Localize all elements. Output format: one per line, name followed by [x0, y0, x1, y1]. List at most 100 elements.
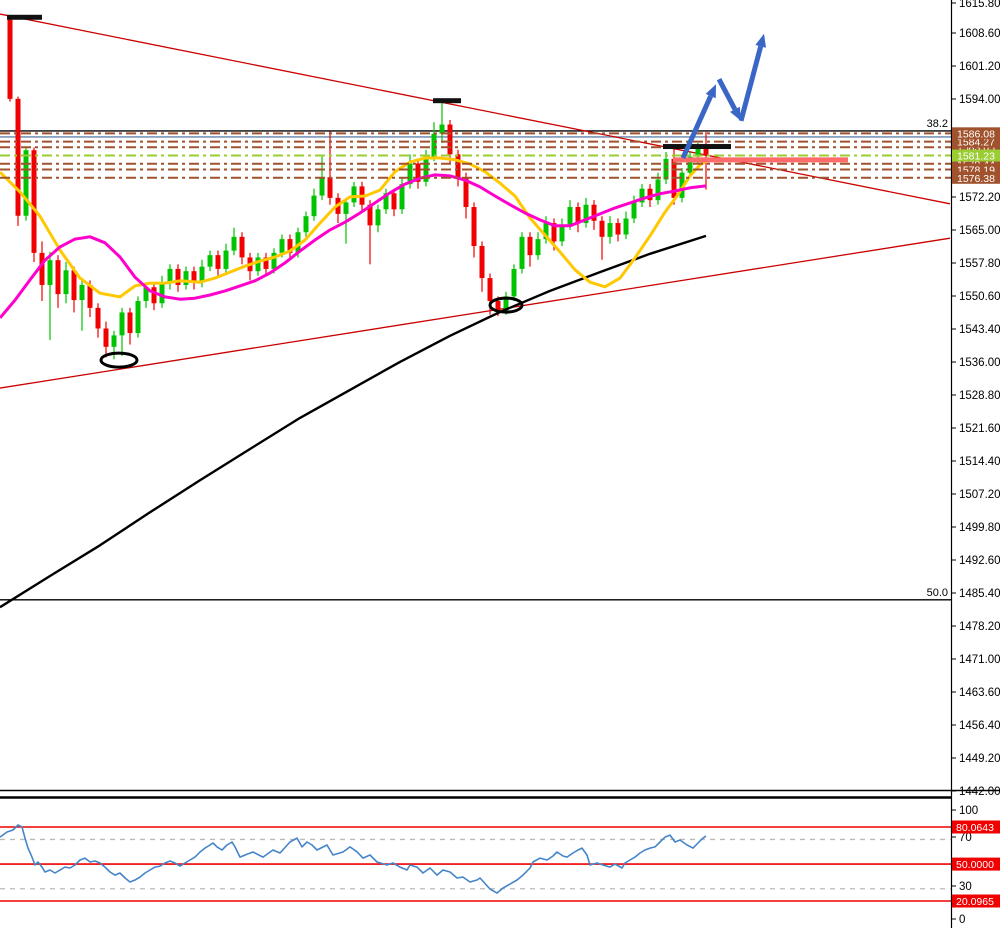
circled-low-marker[interactable]: [99, 351, 139, 369]
candle-body: [519, 236, 525, 269]
trendline[interactable]: [0, 13, 951, 205]
svg-text:1584.27: 1584.27: [957, 137, 995, 149]
candle-body: [575, 207, 581, 224]
resistance-bar[interactable]: [7, 14, 42, 20]
rsi-level-tag: [952, 820, 1000, 834]
candle-body: [495, 300, 501, 312]
price-tag: [952, 127, 1000, 140]
svg-text:1521.60: 1521.60: [959, 423, 1000, 435]
svg-text:1514.40: 1514.40: [959, 456, 1000, 468]
svg-text:1615.80: 1615.80: [959, 0, 1000, 10]
svg-text:1557.80: 1557.80: [959, 258, 1000, 270]
rsi-level-tag: [952, 894, 1000, 908]
resistance-bar[interactable]: [433, 98, 461, 104]
svg-text:1594.00: 1594.00: [959, 94, 1000, 106]
svg-text:1565.00: 1565.00: [959, 225, 1000, 237]
svg-text:1456.40: 1456.40: [959, 720, 1000, 732]
svg-text:20.0965: 20.0965: [956, 896, 994, 908]
slow-ma-line[interactable]: [0, 234, 707, 609]
candle-body: [175, 268, 181, 285]
price-tag: [952, 149, 1000, 162]
candle-body: [479, 245, 485, 279]
candle-body: [223, 250, 229, 269]
candle-body: [95, 307, 101, 329]
candle-body: [71, 270, 77, 301]
rsi-indicator-pane: [0, 789, 1000, 902]
projection-arrow-head: [705, 84, 716, 99]
candle-body: [543, 223, 549, 240]
candle-body: [135, 300, 141, 334]
candle-body: [343, 202, 349, 214]
candle-body: [327, 177, 333, 198]
candle-body: [463, 177, 469, 208]
candle-body: [351, 186, 357, 203]
resistance-bar[interactable]: [663, 144, 731, 150]
candle-body: [615, 223, 621, 235]
svg-text:1586.08: 1586.08: [957, 128, 995, 140]
svg-text:1572.20: 1572.20: [959, 192, 1000, 204]
candle-body: [167, 268, 173, 283]
rsi-line[interactable]: [0, 824, 707, 894]
candle-body: [391, 193, 397, 210]
candle-body: [599, 220, 605, 237]
svg-text:30: 30: [959, 881, 972, 893]
projection-arrow-shaft[interactable]: [738, 45, 764, 122]
candle-body: [199, 266, 205, 283]
candle-body: [303, 216, 309, 233]
candle-body: [47, 260, 53, 285]
projection-arrow-head: [730, 106, 741, 121]
candle-body: [415, 163, 421, 182]
candle-body: [647, 188, 653, 201]
candle-body: [535, 239, 541, 256]
svg-text:1608.60: 1608.60: [959, 28, 1000, 40]
svg-text:1442.00: 1442.00: [959, 786, 1000, 798]
candle-body: [695, 147, 701, 157]
candle-body: [567, 207, 573, 226]
candle-body: [375, 209, 381, 226]
candle-body: [623, 218, 629, 235]
svg-text:1449.20: 1449.20: [959, 753, 1000, 765]
svg-text:1507.20: 1507.20: [959, 489, 1000, 501]
candle-body: [703, 145, 709, 156]
candle-body: [583, 204, 589, 224]
candle-body: [431, 133, 437, 157]
svg-text:1485.40: 1485.40: [959, 588, 1000, 600]
candle-body: [231, 236, 237, 251]
candle-body: [255, 257, 261, 272]
candle-body: [439, 124, 445, 134]
price-axis: 1615.80 1608.60 1601.20 1594.00 1572.20 1565.…: [950, 0, 1000, 928]
trendline[interactable]: [0, 237, 951, 389]
candle-body: [39, 252, 45, 285]
candle-body: [511, 268, 517, 297]
fast-ma-line[interactable]: [0, 156, 707, 299]
svg-text:1471.00: 1471.00: [959, 654, 1000, 666]
svg-text:1576.38: 1576.38: [957, 173, 995, 185]
candle-body: [159, 282, 165, 304]
candle-body: [15, 98, 21, 216]
candle-body: [319, 177, 325, 196]
candle-body: [263, 257, 269, 269]
candle-body: [679, 172, 685, 198]
main-price-pane: 38.2 50.0: [0, 13, 951, 609]
svg-text:1536.00: 1536.00: [959, 357, 1000, 369]
candle-body: [191, 271, 197, 283]
candle-body: [87, 284, 93, 308]
projection-arrow-shaft[interactable]: [680, 95, 713, 160]
candle-body: [639, 188, 645, 203]
svg-text:50.0: 50.0: [927, 587, 948, 599]
mid-ma-line[interactable]: [0, 173, 707, 319]
candle-body: [23, 150, 29, 216]
candle-body: [279, 239, 285, 253]
candle-body: [631, 202, 637, 219]
projection-arrow-shaft[interactable]: [716, 77, 738, 111]
svg-text:38.2: 38.2: [927, 118, 948, 130]
candle-body: [207, 255, 213, 267]
svg-text:1581.23: 1581.23: [957, 151, 995, 163]
circled-low-marker[interactable]: [488, 296, 524, 314]
candle-body: [295, 232, 301, 253]
candle-body: [63, 270, 69, 295]
candle-body: [407, 163, 413, 185]
svg-text:80.0643: 80.0643: [956, 822, 994, 834]
